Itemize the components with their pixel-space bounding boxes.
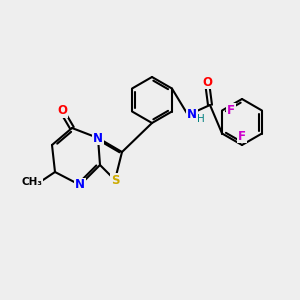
Text: CH₃: CH₃: [22, 177, 43, 187]
Text: O: O: [57, 104, 67, 118]
Text: F: F: [227, 104, 235, 117]
Text: H: H: [197, 114, 205, 124]
Text: N: N: [75, 178, 85, 191]
Text: F: F: [238, 130, 246, 142]
Text: O: O: [202, 76, 212, 88]
Text: N: N: [93, 131, 103, 145]
Text: S: S: [111, 173, 119, 187]
Text: N: N: [187, 109, 197, 122]
